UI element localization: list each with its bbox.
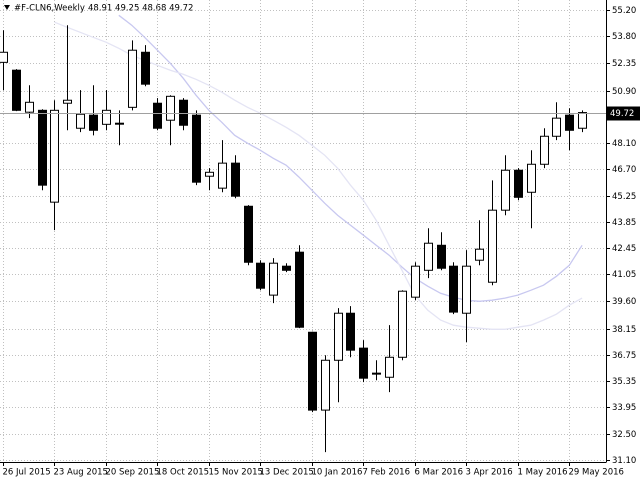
x-tick-label: 23 Aug 2015 <box>54 468 108 478</box>
candle-body <box>346 312 355 351</box>
candle-body <box>89 114 98 131</box>
candle-body <box>25 101 34 113</box>
candle-body <box>578 112 587 129</box>
candle-body <box>565 114 574 131</box>
candle-body <box>488 209 497 283</box>
candle-body <box>359 347 368 379</box>
x-tick-label: 29 May 2016 <box>569 468 624 478</box>
chart-title: #F-CLN6,Weekly <box>14 4 85 14</box>
last-price-label: 49.72 <box>610 109 634 119</box>
candle-body <box>308 331 317 411</box>
candle-body <box>179 99 188 126</box>
candle-body <box>128 49 137 108</box>
candle-body <box>540 135 549 165</box>
y-tick-label: 32.50 <box>612 430 636 440</box>
candle-body <box>231 162 240 197</box>
candle-body <box>0 51 8 63</box>
x-tick-label: 26 Jul 2015 <box>3 468 51 478</box>
x-tick-label: 15 Nov 2015 <box>209 468 263 478</box>
y-tick-label: 35.35 <box>612 377 636 387</box>
candle-body <box>398 290 407 358</box>
y-tick-label: 33.95 <box>612 403 636 413</box>
candle-body <box>282 265 291 271</box>
candle-body <box>38 109 47 186</box>
candle-body <box>12 69 21 111</box>
x-tick-label: 10 Jan 2016 <box>312 468 363 478</box>
y-tick-label: 39.60 <box>612 297 636 307</box>
candle-body <box>552 117 561 137</box>
chart-icon <box>4 5 10 10</box>
candle-body <box>321 359 330 411</box>
candle-body <box>514 169 523 198</box>
y-tick-label: 50.90 <box>612 87 636 97</box>
y-tick-label: 38.15 <box>612 325 636 335</box>
x-tick-label: 18 Oct 2015 <box>157 468 210 478</box>
x-tick-label: 1 May 2016 <box>518 468 568 478</box>
candle-body <box>218 162 227 189</box>
last-price-box <box>607 106 640 121</box>
candle-body <box>372 372 381 375</box>
y-tick-label: 52.35 <box>612 59 636 69</box>
x-tick-label: 7 Feb 2016 <box>363 468 411 478</box>
candle-body <box>192 114 201 183</box>
chart-subtitle: 48.91 49.25 48.68 49.72 <box>88 4 193 14</box>
candle-body <box>334 312 343 361</box>
y-tick-label: 55.20 <box>612 6 636 16</box>
candle-body <box>295 251 304 328</box>
candle-body <box>115 122 124 125</box>
candle-body <box>50 109 59 203</box>
candle-body <box>385 356 394 378</box>
x-tick-label: 6 Mar 2016 <box>415 468 463 478</box>
candle-body <box>475 248 484 261</box>
y-tick-label: 41.05 <box>612 270 636 280</box>
candle-body <box>256 262 265 289</box>
candle-body <box>141 51 150 85</box>
candle-body <box>166 95 175 121</box>
candle-body <box>527 163 536 193</box>
moving-average <box>118 14 583 302</box>
y-tick-label: 43.85 <box>612 218 636 228</box>
x-tick-label: 13 Dec 2015 <box>260 468 314 478</box>
candle-body <box>153 102 162 129</box>
candle-body <box>244 205 253 263</box>
y-tick-label: 36.75 <box>612 351 636 361</box>
candle-body <box>269 262 278 296</box>
candle-body <box>424 242 433 271</box>
candle-body <box>449 265 458 313</box>
y-tick-label: 53.80 <box>612 32 636 42</box>
y-tick-label: 48.10 <box>612 139 636 149</box>
candle-body <box>102 109 111 125</box>
y-tick-label: 42.45 <box>612 244 636 254</box>
x-tick-label: 3 Apr 2016 <box>466 468 513 478</box>
candle-body <box>462 265 471 314</box>
x-tick-label: 20 Sep 2015 <box>106 468 160 478</box>
candle-body <box>411 265 420 298</box>
candle-body <box>205 171 214 177</box>
y-tick-label: 46.70 <box>612 165 636 175</box>
candle-body <box>501 169 510 211</box>
candle-body <box>76 113 85 129</box>
y-tick-label: 45.25 <box>612 192 636 202</box>
candle-body <box>437 244 446 269</box>
candle-body <box>63 99 72 104</box>
y-tick-label: 31.10 <box>612 456 636 466</box>
